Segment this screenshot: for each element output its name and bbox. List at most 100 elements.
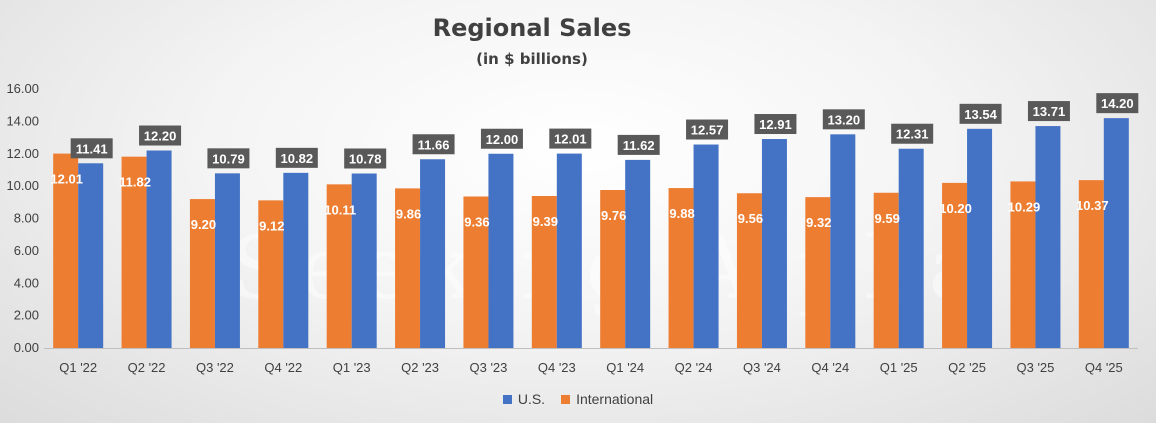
x-tick-label: Q2 '23 — [401, 360, 439, 375]
chart-title: Regional Sales — [432, 14, 632, 42]
bar-international — [326, 184, 352, 348]
bar-international — [53, 153, 79, 348]
legend-item-international[interactable]: International — [561, 391, 653, 407]
data-label-us: 12.31 — [896, 127, 929, 142]
data-label-international: 10.29 — [1008, 199, 1041, 214]
data-label-international: 9.76 — [601, 208, 626, 223]
y-tick-label: 0.00 — [14, 340, 39, 355]
data-labels: 12.01 11.41 11.82 12.20 9.20 10.79 9.12 10.82 10… — [50, 93, 1139, 233]
bar-international — [1010, 181, 1036, 348]
data-label-international: 9.12 — [259, 218, 284, 233]
y-tick-label: 16.00 — [6, 81, 39, 96]
y-tick-label: 2.00 — [14, 308, 39, 323]
data-label-us: 12.91 — [759, 117, 792, 132]
bar-international — [805, 197, 831, 348]
bar-international — [942, 182, 968, 348]
data-label-international: 9.56 — [738, 211, 763, 226]
x-tick-label: Q1 '24 — [606, 360, 644, 375]
bars — [53, 118, 1129, 349]
data-label-us: 12.00 — [486, 132, 519, 147]
data-label-box-us — [344, 148, 387, 169]
bar-international — [463, 196, 489, 348]
bar-us — [761, 139, 787, 348]
data-label-box-us — [412, 134, 455, 155]
y-tick-label: 10.00 — [6, 178, 39, 193]
bar-us — [214, 173, 240, 348]
y-tick-label: 4.00 — [14, 275, 39, 290]
x-tick-label: Q2 '22 — [128, 360, 166, 375]
x-tick-label: Q3 '22 — [196, 360, 234, 375]
chart-subtitle: (in $ billions) — [476, 50, 588, 68]
bar-us — [420, 159, 446, 348]
bar-us — [1103, 118, 1129, 348]
legend-swatch-international — [561, 394, 571, 404]
x-tick-label: Q1 '22 — [59, 360, 97, 375]
data-label-international: 9.39 — [533, 214, 558, 229]
legend: U.S. International — [0, 391, 1156, 407]
bar-us — [625, 159, 651, 348]
legend-label-international: International — [576, 391, 654, 407]
data-label-us: 12.57 — [691, 123, 724, 138]
y-tick-label: 6.00 — [14, 243, 39, 258]
data-label-us: 12.20 — [144, 129, 177, 144]
data-label-box-us — [275, 147, 318, 168]
data-label-us: 14.20 — [1101, 96, 1134, 111]
data-label-box-us — [480, 128, 523, 149]
x-tick-label: Q2 '25 — [948, 360, 986, 375]
bar-international — [600, 190, 626, 348]
bar-us — [556, 153, 582, 348]
data-label-international: 10.20 — [939, 201, 972, 216]
y-axis: 0.00 2.00 4.00 6.00 8.00 10.00 12.00 14.00 16.00 — [6, 81, 39, 355]
data-label-us: 12.01 — [554, 132, 587, 147]
data-label-us: 11.66 — [418, 137, 450, 152]
y-tick-label: 14.00 — [6, 113, 39, 128]
data-label-us: 11.62 — [623, 138, 655, 153]
bar-international — [189, 199, 215, 348]
x-tick-label: Q4 '24 — [811, 360, 849, 375]
bar-us — [146, 150, 172, 348]
data-label-box-us — [754, 114, 797, 135]
bar-us — [898, 148, 924, 348]
data-label-international: 9.88 — [669, 206, 694, 221]
data-label-box-us — [617, 134, 660, 155]
legend-item-us[interactable]: U.S. — [502, 391, 546, 407]
data-label-us: 13.20 — [828, 112, 861, 127]
x-tick-label: Q3 '24 — [743, 360, 781, 375]
x-tick-label: Q4 '23 — [538, 360, 576, 375]
data-label-box-us — [70, 138, 113, 159]
x-tick-label: Q1 '25 — [880, 360, 918, 375]
x-tick-label: Q3 '25 — [1016, 360, 1054, 375]
data-label-international: 9.59 — [875, 211, 900, 226]
data-label-box-us — [891, 123, 934, 144]
x-tick-label: Q4 '22 — [264, 360, 302, 375]
bar-international — [395, 188, 421, 348]
data-label-us: 10.78 — [349, 151, 382, 166]
legend-swatch-us — [502, 394, 512, 404]
data-label-box-us — [139, 125, 182, 146]
data-label-international: 11.82 — [119, 175, 151, 190]
bar-international — [873, 192, 899, 348]
bar-us — [488, 153, 514, 348]
bar-international — [668, 188, 694, 348]
data-label-box-us — [686, 119, 729, 140]
data-label-box-us — [207, 148, 250, 169]
data-label-international: 10.37 — [1076, 198, 1109, 213]
data-label-box-us — [1096, 93, 1139, 114]
x-axis: Q1 '22 Q2 '22 Q3 '22 Q4 '22 Q1 '23 Q2 '23 Q3 '… — [44, 348, 1138, 375]
y-tick-label: 8.00 — [14, 211, 39, 226]
data-label-us: 13.71 — [1033, 104, 1066, 119]
bar-international — [736, 193, 762, 348]
data-label-us: 13.54 — [964, 107, 997, 122]
bar-international — [121, 156, 147, 348]
data-label-international: 9.86 — [396, 206, 421, 221]
legend-label-us: U.S. — [517, 391, 546, 407]
y-tick-label: 12.00 — [6, 146, 39, 161]
data-label-international: 10.11 — [324, 202, 356, 217]
data-label-international: 12.01 — [50, 172, 83, 187]
bar-us — [830, 134, 856, 348]
data-label-international: 9.32 — [806, 215, 831, 230]
data-label-box-us — [1027, 101, 1070, 122]
bar-us — [1035, 126, 1061, 349]
